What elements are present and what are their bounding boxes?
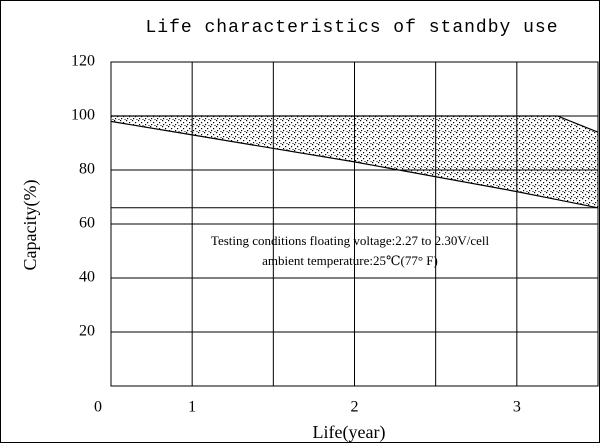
plot-border [110,61,599,387]
x-tick-label: 3 [513,399,521,416]
lower-line [110,120,599,209]
chart-title: Life characteristics of standby use [145,18,558,38]
x-tick-label: 0 [94,399,102,416]
annotation: ambient temperature:25℃(77° F) [262,253,438,268]
y-tick-label: 120 [71,53,95,70]
y-tick-label: 100 [71,107,95,124]
y-tick-label: 80 [79,161,95,178]
annotation: Testing conditions floating voltage:2.27… [211,233,490,248]
x-tick-label: 2 [351,399,359,416]
y-axis-label: Capacity(%) [20,180,41,271]
y-tick-label: 20 [79,323,95,340]
upper-line [111,115,599,133]
y-tick-label: 60 [79,215,95,232]
y-tick-label: 40 [79,269,95,286]
x-axis-label: Life(year) [313,422,386,443]
x-tick-label: 1 [188,399,196,416]
